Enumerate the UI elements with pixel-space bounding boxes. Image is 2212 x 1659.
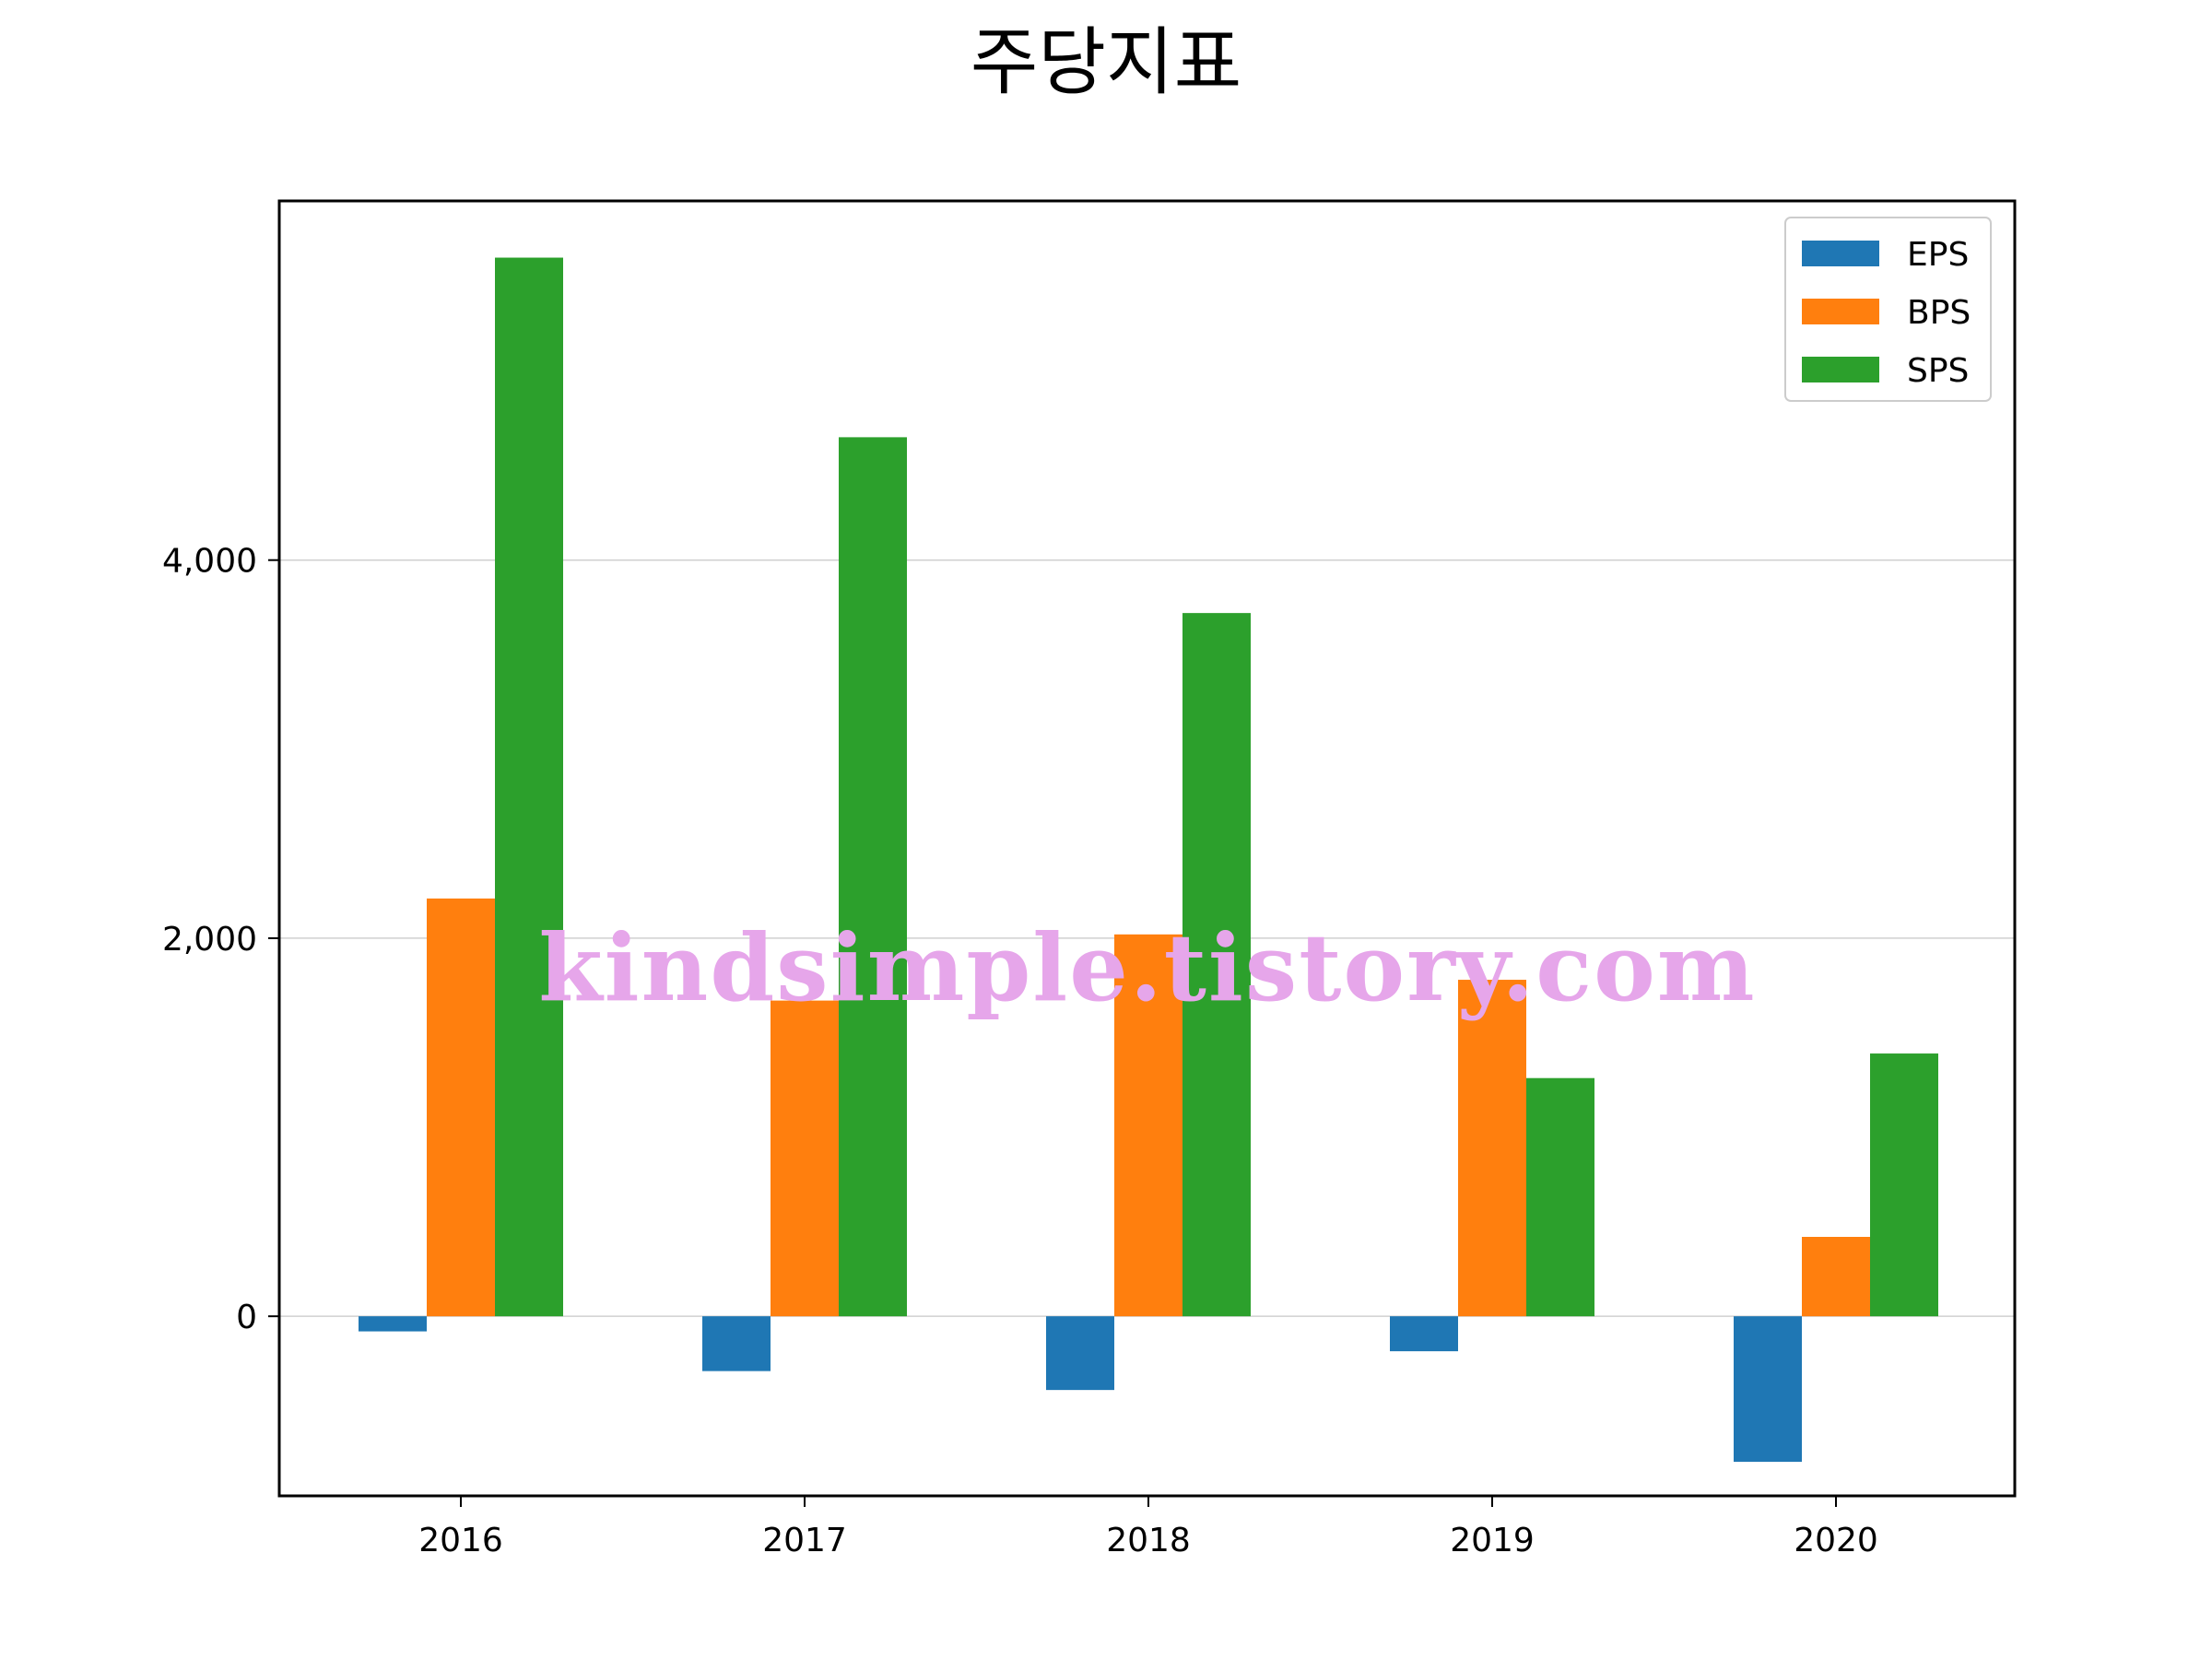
x-tick-label-2019: 2019 <box>1450 1522 1535 1559</box>
legend-swatch-eps <box>1802 241 1879 266</box>
y-axis: 0 2,000 4,000 <box>162 543 279 1336</box>
bar-sps-2018 <box>1182 613 1251 1317</box>
watermark: kindsimple.tistory.com <box>538 913 1756 1022</box>
legend-label-sps: SPS <box>1907 352 1969 390</box>
bar-bps-2016 <box>427 898 495 1317</box>
bar-bps-2020 <box>1802 1237 1870 1317</box>
x-tick-label-2017: 2017 <box>762 1522 847 1559</box>
bars <box>359 257 1938 1463</box>
legend-label-eps: EPS <box>1907 236 1969 274</box>
bar-eps-2016 <box>359 1316 427 1332</box>
y-tick-label-2: 4,000 <box>162 543 257 581</box>
bar-eps-2019 <box>1390 1316 1458 1352</box>
bar-eps-2017 <box>702 1316 771 1371</box>
x-axis: 2016 2017 2018 2019 2020 <box>418 1496 1878 1559</box>
x-tick-label-2020: 2020 <box>1794 1522 1878 1559</box>
bar-sps-2017 <box>839 437 907 1317</box>
bar-bps-2019 <box>1458 980 1526 1317</box>
legend: EPS BPS SPS <box>1784 217 1992 402</box>
y-tick-label-0: 0 <box>236 1299 257 1336</box>
x-tick-label-2018: 2018 <box>1106 1522 1191 1559</box>
x-tick-label-2016: 2016 <box>418 1522 503 1559</box>
bar-sps-2020 <box>1870 1053 1938 1317</box>
legend-label-bps: BPS <box>1907 294 1971 332</box>
bar-sps-2019 <box>1526 1077 1594 1317</box>
y-tick-label-1: 2,000 <box>162 921 257 959</box>
bar-bps-2017 <box>771 1000 839 1317</box>
legend-swatch-bps <box>1802 299 1879 324</box>
plot-frame <box>277 199 2017 1498</box>
bar-sps-2016 <box>495 257 563 1317</box>
bar-eps-2018 <box>1046 1316 1114 1391</box>
legend-swatch-sps <box>1802 357 1879 382</box>
bar-bps-2018 <box>1114 934 1182 1317</box>
chart-title: 주당지표 <box>971 19 1241 105</box>
bar-eps-2020 <box>1734 1316 1802 1463</box>
